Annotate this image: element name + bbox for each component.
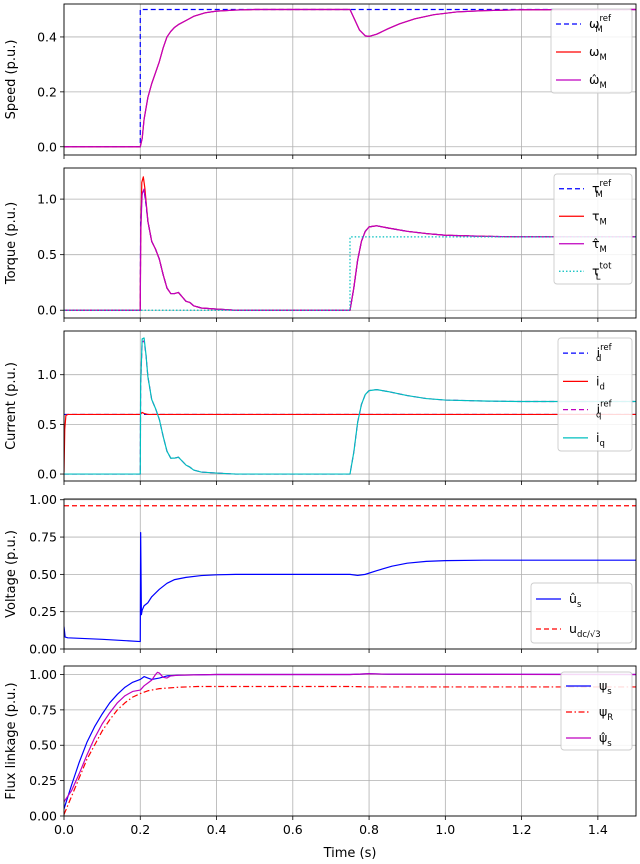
- y-axis-label: Current (p.u.): [4, 362, 19, 450]
- legend-label: τtot L: [592, 261, 612, 282]
- y-tick-label: 0.50: [29, 738, 57, 753]
- x-tick-label: 1.2: [512, 822, 532, 837]
- legend: ωref M ωM ω̂M: [550, 8, 633, 94]
- y-tick-label: 0.0: [37, 303, 57, 318]
- legend-label: τref M: [592, 179, 612, 200]
- x-tick-label: 0.2: [130, 822, 150, 837]
- y-tick-label: 0.25: [29, 604, 57, 619]
- legend-label: id: [596, 373, 605, 392]
- legend-label: udc/√3: [569, 621, 601, 640]
- y-tick-label: 0.5: [37, 417, 57, 432]
- series-line-3: [64, 671, 636, 803]
- legend: τref M τM τ̂M τtot L: [553, 173, 633, 285]
- y-tick-label: 0.00: [29, 642, 57, 657]
- y-tick-label: 1.00: [29, 667, 57, 682]
- series-line-2: [64, 8, 636, 148]
- legend: ψs ψR ψ̂s: [560, 671, 633, 751]
- legend-label: ωM: [589, 44, 607, 63]
- axes-frame: [63, 167, 637, 319]
- legend-box: [553, 173, 633, 285]
- series-line-2: [64, 685, 636, 815]
- legend-box: [560, 671, 633, 751]
- series-line-1: [64, 189, 636, 311]
- y-tick-label: 0.0: [37, 139, 57, 154]
- y-tick-label: 0.25: [29, 773, 57, 788]
- y-tick-label: 0.75: [29, 530, 57, 545]
- y-tick-label: 0.5: [37, 247, 57, 262]
- y-tick-label: 0.50: [29, 567, 57, 582]
- series-line-3: [64, 340, 636, 475]
- subplot-2: 0.0 0.5 1.0 Torque (p.u.) τref M τM τ̂M τtot L: [4, 167, 637, 322]
- legend: ûs udc/√3: [530, 582, 633, 644]
- axes-frame: [63, 3, 637, 156]
- subplot-3: 0.0 0.5 1.0 Current (p.u.) iref d id iref q iq: [4, 330, 637, 485]
- y-tick-label: 0.75: [29, 702, 57, 717]
- series-line-1: [64, 531, 636, 643]
- legend-label: ûs: [569, 591, 582, 610]
- x-tick-label: 0.6: [283, 822, 303, 837]
- series-line-2: [64, 411, 636, 473]
- y-axis-label: Torque (p.u.): [4, 202, 19, 285]
- legend-label: τ̂M: [592, 236, 607, 255]
- y-tick-label: 0.4: [37, 29, 57, 44]
- legend-label: ψR: [599, 704, 613, 723]
- legend-label: ωref M: [589, 14, 612, 35]
- series-line-4: [64, 337, 636, 475]
- x-tick-label: 0.8: [359, 822, 379, 837]
- series-line-1: [64, 673, 636, 810]
- x-tick-label: 1.0: [435, 822, 455, 837]
- y-tick-label: 0.2: [37, 84, 57, 99]
- y-tick-label: 1.00: [29, 492, 57, 507]
- x-tick-label: 0.4: [207, 822, 227, 837]
- legend-box: [550, 8, 633, 94]
- legend-label: τM: [592, 208, 607, 227]
- y-tick-label: 1.0: [37, 367, 57, 382]
- y-tick-label: 0.0: [37, 467, 57, 482]
- series-line-3: [64, 188, 636, 311]
- legend-box: [557, 337, 633, 452]
- subplot-4: 0.00 0.25 0.50 0.75 1.00 Voltage (p.u.) ûs udc/…: [4, 492, 637, 657]
- legend-label: ψ̂s: [599, 730, 612, 749]
- legend-label: ω̂M: [589, 72, 607, 91]
- legend-label: iref q: [596, 400, 613, 421]
- axes-frame: [63, 330, 637, 482]
- legend-label: iq: [596, 430, 605, 449]
- axes-frame: [63, 498, 637, 650]
- y-tick-label: 0.00: [29, 809, 57, 824]
- series-line-3: [64, 8, 636, 148]
- y-axis-label: Voltage (p.u.): [4, 530, 19, 618]
- y-axis-label: Flux linkage (p.u.): [4, 682, 19, 799]
- axes-frame: [63, 665, 637, 817]
- y-axis-label: Speed (p.u.): [4, 40, 19, 120]
- series-line-1: [64, 8, 636, 148]
- subplot-5: 0.0 0.2 0.4 0.6 0.8 1.0 1.2 1.4 0.00 0.25 0.50 0.75…: [4, 665, 637, 837]
- x-tick-label: 0.0: [54, 822, 74, 837]
- x-tick-label: 1.4: [588, 822, 608, 837]
- y-tick-label: 1.0: [37, 192, 57, 207]
- subplot-1: 0.0 0.2 0.4 Speed (p.u.) ωref M ωM ω̂M: [4, 3, 637, 159]
- legend-label: ψs: [599, 678, 612, 697]
- series-line-4: [64, 236, 636, 311]
- legend-label: iref d: [596, 343, 613, 364]
- legend: iref d id iref q iq: [557, 337, 633, 452]
- legend-box: [530, 582, 633, 644]
- x-axis-label: Time (s): [323, 846, 377, 861]
